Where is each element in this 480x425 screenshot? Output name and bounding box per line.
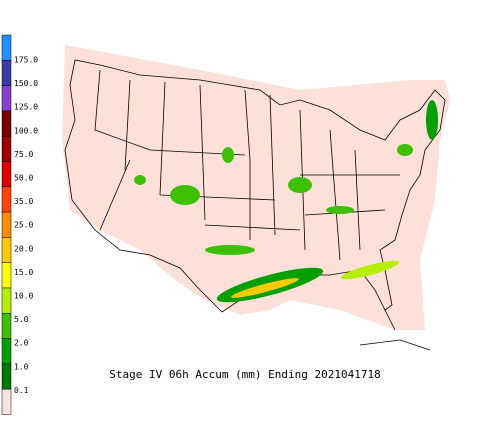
legend-label: 35.0 [14,197,33,206]
legend-swatch [1,211,12,238]
map-title: Stage IV 06h Accum (mm) Ending 202104171… [109,368,381,381]
legend-swatch [1,110,12,137]
precip [134,100,438,303]
legend-label: 75.0 [14,150,33,159]
legend-label: 100.0 [14,126,38,135]
legend-swatch [1,60,12,86]
legend-label: 25.0 [14,221,33,230]
us-outline [64,59,446,313]
legend-label: 15.0 [14,268,33,277]
legend-label: 50.0 [14,174,33,183]
legend-label: 10.0 [14,292,33,301]
legend-swatch [1,237,12,263]
legend-swatch [1,313,12,339]
coast-detail [359,309,431,351]
legend-label: 5.0 [14,315,29,324]
legend-label: 2.0 [14,339,29,348]
legend-swatch [1,388,12,415]
legend-swatch [1,85,12,112]
legend-swatch [1,135,12,162]
legend-label: 175.0 [14,56,38,65]
legend-swatch [1,287,12,314]
legend-swatch [1,186,12,213]
legend-swatch [1,34,12,61]
legend-swatch [1,338,12,365]
legend-label: 125.0 [14,103,38,112]
legend-label: 0.1 [14,386,29,395]
legend-label: 20.0 [14,244,33,253]
legend-swatch [1,262,12,289]
legend-label: 1.0 [14,362,29,371]
legend-swatch [1,161,12,188]
legend-label: 150.0 [14,79,38,88]
legend: 175.0 150.0 125.0 100.0 75.0 50.0 35.0 25.0 20.0… [1,34,38,415]
legend-swatch [1,363,12,390]
